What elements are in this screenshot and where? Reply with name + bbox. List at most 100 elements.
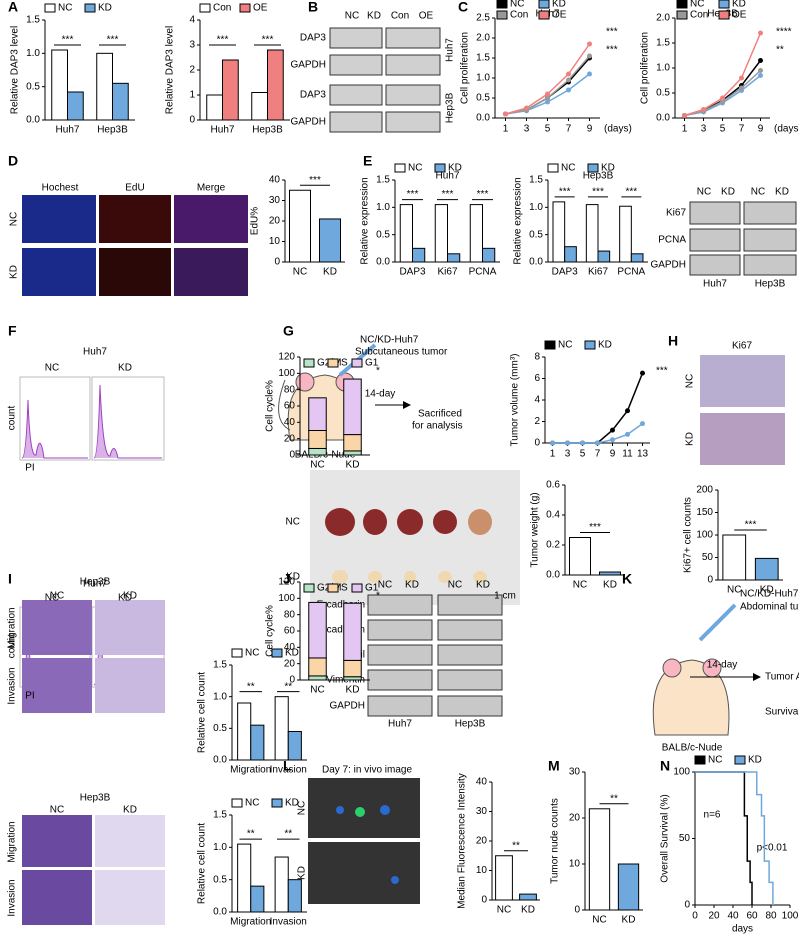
bar [482,247,496,263]
image-label: Ki67 [732,341,752,352]
bar [274,696,289,761]
y-tick-label: 0.0 [529,257,543,268]
bar [319,218,341,263]
y-tick-label: 6 [534,373,540,384]
image-label: KD [775,187,789,198]
image-label: KD [367,11,381,22]
panel-letter: F [8,323,17,339]
legend-swatch [84,3,96,13]
bar [267,49,284,121]
significance: *** [262,35,274,46]
x-tick-label: Ki67 [588,267,608,278]
bar-segment [308,447,327,456]
image-label: NC [378,580,392,591]
ihc-h [700,355,785,465]
legend-swatch [199,3,211,13]
legend-label: KD [601,163,615,174]
chart-title: Hep3B [583,171,614,182]
x-tick-label: 60 [746,911,758,922]
blots-e [689,201,797,276]
bar-segment [308,397,327,432]
bar-segment [343,602,362,661]
image-label: KD [123,591,137,602]
legend-swatch [496,0,508,9]
legend-label: S [341,358,348,369]
y-tick-label: 100 [696,530,713,541]
line [684,60,762,117]
image-label: E-cadherin [317,600,365,611]
legend-label: G1 [365,583,379,594]
panel-letter: D [8,153,18,169]
image-label: for analysis [412,421,463,432]
x-tick-label: DAP3 [399,267,426,278]
image-label: DAP3 [300,90,327,101]
x-tick-label: 13 [637,449,649,460]
point [640,370,645,376]
x-tick-label: 11 [622,449,633,460]
legend-label: KD [448,163,462,174]
panel-letter: M [548,758,560,774]
significance: *** [477,189,489,200]
x-tick-label: Hep3B [97,125,128,136]
legend-label: KD [98,3,112,14]
x-tick-label: NC [727,585,741,596]
panel-letter: H [668,333,678,349]
image-label: PI [25,463,34,474]
legend-label: Con [510,10,528,21]
x-tick-label: Hep3B [252,125,283,136]
legend-label: NC [510,0,524,10]
image-label: NC [345,11,359,22]
legend-swatch [394,163,406,173]
image-label: KD [297,866,308,880]
image-label: KD [123,805,137,816]
legend-label: S [341,583,348,594]
legend-swatch [351,358,363,368]
bar [564,246,577,263]
line [505,57,591,115]
point [758,68,763,73]
image-label: KD [286,572,300,583]
y-tick-label: 30 [569,767,581,778]
panel-letter: C [458,0,468,15]
point [701,107,706,112]
x-tick-label: PCNA [469,267,497,278]
x-tick-label: KD [622,915,636,926]
panel-letter: G [283,323,294,339]
significance: * [376,591,380,602]
chart-title: Huh7 [436,171,460,182]
y-tick-label: 0 [274,257,280,268]
x-tick-label: 80 [765,911,777,922]
y-tick-label: 0.0 [476,113,490,124]
y-tick-label: 120 [278,577,295,588]
panel-letter: A [8,0,18,15]
significance: ** [247,681,255,692]
y-axis-label: Cell proliferation [640,32,651,104]
bar-segment [308,675,327,681]
y-tick-label: 1.5 [376,175,390,186]
point [625,408,630,414]
image-label: Invasion [7,667,18,704]
y-axis-label: Cell cycle% [265,380,276,432]
image-label: NC [9,212,20,226]
bar-segment [308,430,327,449]
image-label: PCNA [658,235,686,246]
image-label: PI [25,691,34,702]
y-tick-label: 100 [278,368,295,379]
y-tick-label: 2.5 [476,13,490,24]
image-label: Huh7 [703,279,727,290]
y-tick-label: 40 [269,175,281,186]
image-label: Hep3B [455,719,486,730]
blots-j [367,594,503,717]
y-tick-label: 1 [189,90,195,101]
significance: ** [512,840,520,851]
significance: *** [107,35,119,46]
image-label: Migration [7,607,18,648]
y-tick-label: 0 [534,438,540,449]
image-label: Abdominal tumor [740,602,799,613]
significance: *** [309,175,321,186]
image-label: NC [697,187,711,198]
point [758,30,763,36]
y-tick-label: 10 [569,859,581,870]
bar [597,250,611,263]
legend-swatch [271,798,283,808]
